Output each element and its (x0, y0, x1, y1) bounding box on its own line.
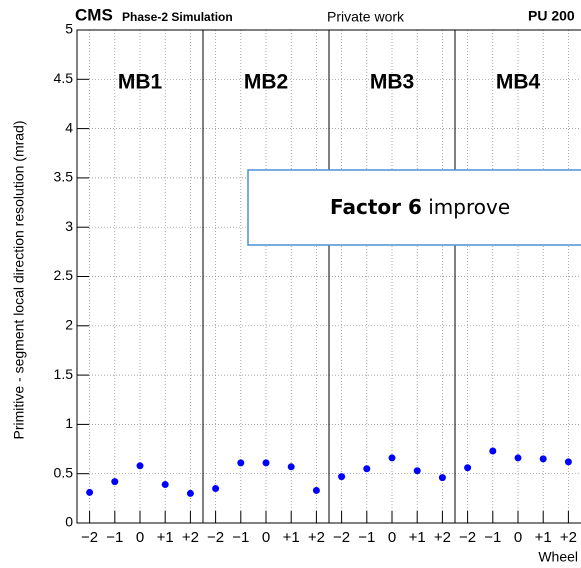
station-label: MB1 (118, 71, 163, 94)
x-tick-label: +1 (283, 529, 300, 546)
x-tick-label: −1 (232, 529, 249, 546)
y-tick-label: 0.5 (54, 464, 74, 480)
point (539, 455, 547, 463)
x-tick-label: +1 (409, 529, 426, 546)
x-tick-label: +2 (182, 529, 199, 546)
x-tick-label: 0 (136, 529, 144, 546)
point (287, 463, 295, 471)
point (438, 474, 446, 482)
point (489, 447, 497, 455)
x-tick-label: +2 (560, 529, 577, 546)
y-axis-label: Primitive - segment local direction reso… (11, 121, 27, 440)
y-tick-label: 3 (65, 218, 73, 234)
point (86, 488, 94, 496)
y-tick-label: 2 (65, 317, 73, 333)
x-tick-label: 0 (262, 529, 270, 546)
point (413, 467, 421, 475)
x-tick-label: −1 (484, 529, 501, 546)
y-tick-label: 3.5 (54, 169, 74, 185)
x-tick-label: +1 (157, 529, 174, 546)
point (338, 473, 346, 481)
y-tick-label: 1 (65, 415, 73, 431)
point (262, 459, 270, 467)
y-tick-label: 5 (65, 21, 73, 37)
pileup: PU 200 (528, 8, 575, 24)
experiment: CMS (75, 5, 113, 24)
x-tick-label: −2 (81, 529, 98, 546)
x-tick-label: −2 (459, 529, 476, 546)
point (388, 454, 396, 462)
point (161, 481, 169, 489)
status: Phase-2 Simulation (122, 10, 233, 24)
point (564, 458, 572, 466)
x-tick-label: +2 (434, 529, 451, 546)
y-tick-label: 4.5 (54, 70, 74, 86)
point (212, 484, 220, 492)
point (186, 489, 194, 497)
point (237, 459, 245, 467)
station-label: MB4 (496, 71, 541, 94)
y-tick-label: 4 (65, 119, 73, 135)
x-tick-label: 0 (514, 529, 522, 546)
point (514, 454, 522, 462)
x-tick-label: +1 (535, 529, 552, 546)
x-tick-label: −2 (207, 529, 224, 546)
point (312, 486, 320, 494)
x-axis-label: Wheel (538, 549, 578, 565)
x-tick-label: +2 (308, 529, 325, 546)
station-label: MB3 (370, 71, 414, 94)
annotation-bold: Factor 6 (330, 195, 422, 219)
y-tick-label: 1.5 (54, 366, 74, 382)
frame (76, 29, 581, 524)
point (111, 478, 119, 486)
x-tick-label: −2 (333, 529, 350, 546)
note: Private work (327, 9, 405, 25)
station-label: MB2 (244, 71, 288, 94)
y-tick-label: 2.5 (54, 267, 74, 283)
point (464, 464, 472, 472)
x-tick-label: −1 (106, 529, 123, 546)
x-tick-label: 0 (388, 529, 396, 546)
annotation-box (247, 169, 581, 246)
y-tick-label: 0 (65, 514, 73, 530)
point (363, 465, 371, 473)
x-tick-label: −1 (358, 529, 375, 546)
annotation-text: improve (428, 195, 510, 219)
annotation: Factor 6 improve (330, 195, 510, 219)
point (136, 462, 144, 470)
